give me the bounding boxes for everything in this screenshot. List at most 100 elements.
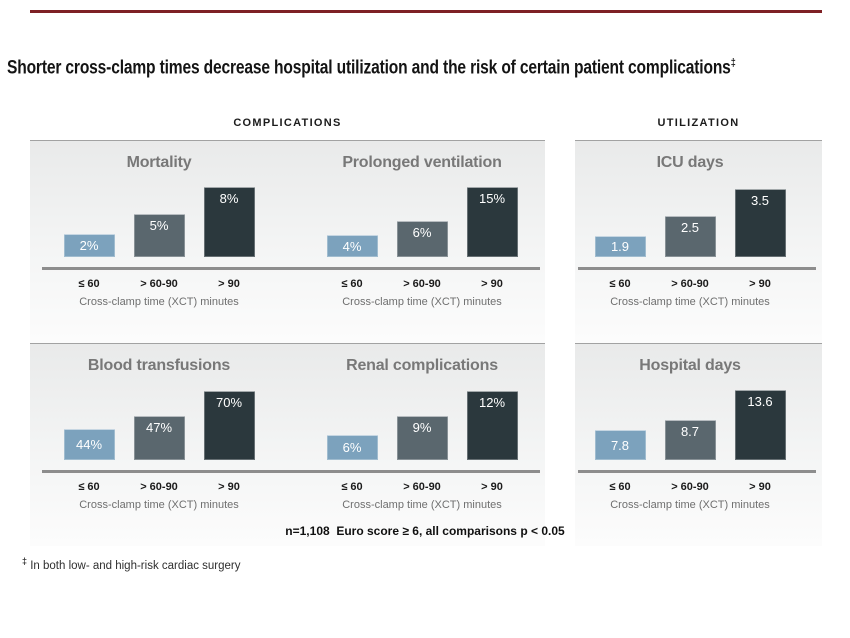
chart-blood-transfusions: Blood transfusions 44% 47% 70% ≤ 60 > 60…: [44, 344, 274, 546]
bar-xct-le60: 4%: [326, 235, 378, 257]
tick-label: > 60-90: [140, 278, 178, 290]
bar-xct-gt90: 13.6: [734, 390, 786, 460]
brand-accent-rule: [30, 10, 822, 13]
chart-title: ICU days: [656, 154, 724, 171]
tick-label: ≤ 60: [78, 481, 100, 493]
bar-value-label: 1.9: [610, 239, 630, 254]
bar-value-label: 8%: [219, 191, 239, 206]
chart-title: Mortality: [126, 154, 192, 171]
bar-value-label: 12%: [478, 395, 506, 410]
bar-value-label: 15%: [478, 191, 506, 206]
title-footnote-symbol: ‡: [730, 57, 736, 69]
tick-label: ≤ 60: [341, 481, 363, 493]
bar-group: 1.9 2.5 3.5: [575, 187, 805, 257]
bar-value-label: 70%: [215, 395, 243, 410]
panel-complications: Mortality 2% 5% 8% ≤ 60 > 60-90 > 90 Cro…: [30, 140, 545, 546]
bar-value-label: 13.6: [747, 394, 773, 409]
x-axis-tick-labels: ≤ 60 > 60-90 > 90: [307, 481, 537, 493]
bar-value-label: 6%: [342, 440, 362, 455]
page-title: Shorter cross-clamp times decrease hospi…: [7, 57, 736, 79]
tick-label: > 90: [218, 278, 240, 290]
footnote: ‡ In both low- and high-risk cardiac sur…: [22, 556, 241, 572]
complications-row-1: Mortality 2% 5% 8% ≤ 60 > 60-90 > 90 Cro…: [30, 140, 545, 343]
section-header-utilization: UTILIZATION: [657, 117, 740, 129]
complications-row-2: Blood transfusions 44% 47% 70% ≤ 60 > 60…: [30, 343, 545, 546]
bar-xct-gt90: 12%: [466, 391, 518, 460]
bar-group: 6% 9% 12%: [307, 390, 537, 460]
bar-value-label: 9%: [412, 420, 432, 435]
tick-label: > 60-90: [140, 481, 178, 493]
bar-xct-le60: 1.9: [594, 236, 646, 257]
bar-xct-60-90: 5%: [133, 214, 185, 257]
utilization-row-2: Hospital days 7.8 8.7 13.6 ≤ 60 > 60-90 …: [575, 343, 822, 546]
bar-value-label: 2.5: [680, 220, 700, 235]
x-axis-tick-labels: ≤ 60 > 60-90 > 90: [575, 481, 805, 493]
x-axis-caption: Cross-clamp time (XCT) minutes: [79, 296, 239, 308]
tick-label: ≤ 60: [341, 278, 363, 290]
utilization-row-1: ICU days 1.9 2.5 3.5 ≤ 60 > 60-90 > 90 C…: [575, 140, 822, 343]
footnote-text: In both low- and high-risk cardiac surge…: [27, 559, 241, 572]
bar-xct-60-90: 2.5: [664, 216, 716, 257]
tick-label: > 60-90: [403, 481, 441, 493]
x-axis-tick-labels: ≤ 60 > 60-90 > 90: [44, 278, 274, 290]
x-axis-tick-labels: ≤ 60 > 60-90 > 90: [44, 481, 274, 493]
tick-label: > 60-90: [403, 278, 441, 290]
bar-group: 44% 47% 70%: [44, 390, 274, 460]
bar-group: 7.8 8.7 13.6: [575, 390, 805, 460]
x-axis-line: [42, 470, 540, 473]
bar-xct-le60: 44%: [63, 429, 115, 460]
bar-xct-60-90: 6%: [396, 221, 448, 257]
bar-xct-le60: 6%: [326, 435, 378, 460]
tick-label: > 60-90: [671, 481, 709, 493]
x-axis-tick-labels: ≤ 60 > 60-90 > 90: [575, 278, 805, 290]
bar-xct-60-90: 47%: [133, 416, 185, 460]
bar-group: 4% 6% 15%: [307, 187, 537, 257]
footnote-symbol: ‡: [22, 556, 28, 566]
x-axis-line: [42, 267, 540, 270]
bar-value-label: 6%: [412, 225, 432, 240]
tick-label: > 90: [218, 481, 240, 493]
bar-xct-60-90: 9%: [396, 416, 448, 460]
bar-value-label: 3.5: [750, 193, 770, 208]
bar-xct-le60: 7.8: [594, 430, 646, 460]
x-axis-caption: Cross-clamp time (XCT) minutes: [342, 296, 502, 308]
x-axis-caption: Cross-clamp time (XCT) minutes: [610, 296, 770, 308]
bar-xct-gt90: 3.5: [734, 189, 786, 257]
bar-value-label: 47%: [145, 420, 173, 435]
bar-xct-gt90: 70%: [203, 391, 255, 460]
bar-value-label: 44%: [75, 437, 103, 452]
chart-title: Renal complications: [346, 357, 498, 374]
bar-xct-60-90: 8.7: [664, 420, 716, 460]
x-axis-caption: Cross-clamp time (XCT) minutes: [342, 499, 502, 511]
panel-utilization: ICU days 1.9 2.5 3.5 ≤ 60 > 60-90 > 90 C…: [575, 140, 822, 546]
bar-value-label: 7.8: [610, 437, 630, 453]
bar-value-label: 4%: [342, 238, 362, 254]
page-title-text: Shorter cross-clamp times decrease hospi…: [7, 57, 731, 79]
bar-value-label: 5%: [149, 218, 169, 233]
chart-prolonged-ventilation: Prolonged ventilation 4% 6% 15% ≤ 60 > 6…: [307, 141, 537, 343]
chart-title: Prolonged ventilation: [342, 154, 502, 171]
tick-label: > 90: [749, 481, 771, 493]
x-axis-line: [578, 470, 816, 473]
tick-label: > 90: [481, 481, 503, 493]
study-stats-line: n=1,108 Euro score ≥ 6, all comparisons …: [285, 524, 565, 538]
x-axis-tick-labels: ≤ 60 > 60-90 > 90: [307, 278, 537, 290]
chart-icu-days: ICU days 1.9 2.5 3.5 ≤ 60 > 60-90 > 90 C…: [575, 141, 805, 343]
chart-title: Hospital days: [639, 357, 741, 374]
x-axis-line: [578, 267, 816, 270]
x-axis-caption: Cross-clamp time (XCT) minutes: [79, 499, 239, 511]
chart-renal-complications: Renal complications 6% 9% 12% ≤ 60 > 60-…: [307, 344, 537, 546]
bar-value-label: 2%: [79, 238, 99, 253]
chart-title: Blood transfusions: [87, 357, 231, 374]
bar-group: 2% 5% 8%: [44, 187, 274, 257]
bar-xct-le60: 2%: [63, 234, 115, 257]
x-axis-caption: Cross-clamp time (XCT) minutes: [610, 499, 770, 511]
section-header-complications: COMPLICATIONS: [233, 117, 342, 129]
tick-label: > 90: [481, 278, 503, 290]
tick-label: ≤ 60: [609, 481, 631, 493]
bar-xct-gt90: 8%: [203, 187, 255, 257]
tick-label: ≤ 60: [609, 278, 631, 290]
bar-value-label: 8.7: [680, 424, 700, 439]
chart-hospital-days: Hospital days 7.8 8.7 13.6 ≤ 60 > 60-90 …: [575, 344, 805, 546]
